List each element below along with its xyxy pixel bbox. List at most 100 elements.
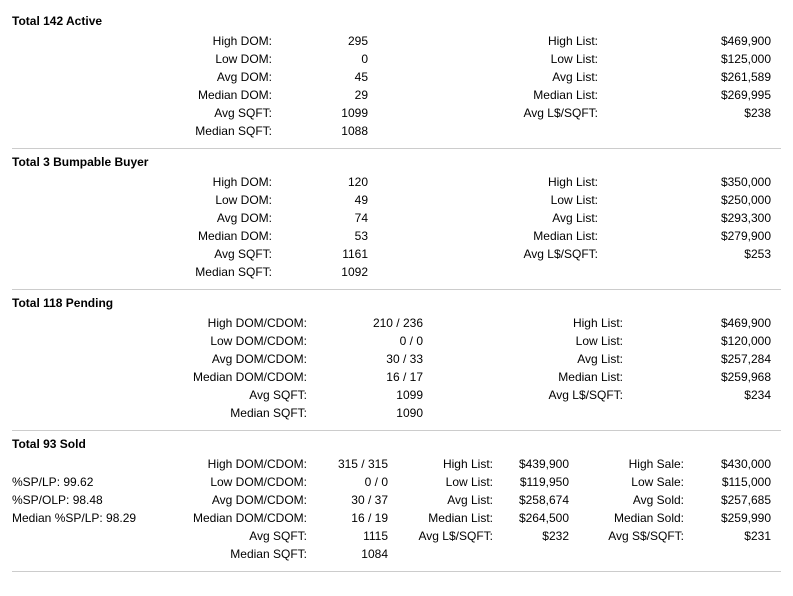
stat-label	[388, 545, 499, 563]
stat-label: Avg SQFT:	[137, 527, 313, 545]
stat-label: Avg SQFT:	[12, 104, 278, 122]
stat-row: Median SQFT: 1088	[12, 122, 781, 140]
stat-value: $253	[604, 245, 781, 263]
stat-value: 1090	[313, 404, 423, 422]
stat-value: 315 / 315	[313, 455, 388, 473]
stat-value: $234	[629, 386, 781, 404]
stat-value: $257,685	[690, 491, 781, 509]
stat-value: 30 / 37	[313, 491, 388, 509]
stat-label: Low List:	[388, 473, 499, 491]
stat-row: Median SQFT: 1092	[12, 263, 781, 281]
stat-label: Median Sold:	[569, 509, 690, 527]
stat-label: Avg L$/SQFT:	[473, 386, 629, 404]
stat-value: 1092	[278, 263, 368, 281]
stat-value: 295	[278, 32, 368, 50]
stat-value: 16 / 19	[313, 509, 388, 527]
stat-label: Avg List:	[473, 350, 629, 368]
stat-value: 1161	[278, 245, 368, 263]
stat-value: $250,000	[604, 191, 781, 209]
stat-value	[604, 122, 781, 140]
stat-value: 210 / 236	[313, 314, 423, 332]
stat-label: Low List:	[448, 191, 604, 209]
stat-row: High DOM/CDOM: 210 / 236 High List: $469…	[12, 314, 781, 332]
stat-label: Median DOM/CDOM:	[137, 509, 313, 527]
stat-row: Low DOM: 49 Low List: $250,000	[12, 191, 781, 209]
stat-label: Median DOM/CDOM:	[12, 368, 313, 386]
stat-label	[448, 263, 604, 281]
stat-value: 1115	[313, 527, 388, 545]
stat-label	[473, 404, 629, 422]
stat-label: Avg List:	[448, 209, 604, 227]
stat-label: Avg SQFT:	[12, 245, 278, 263]
stat-value: $293,300	[604, 209, 781, 227]
stat-value	[629, 404, 781, 422]
stat-value	[690, 545, 781, 563]
stat-label: High List:	[448, 32, 604, 50]
stat-label: Avg DOM:	[12, 68, 278, 86]
stat-label: Avg L$/SQFT:	[448, 245, 604, 263]
stat-value: $232	[499, 527, 569, 545]
stat-label: Low Sale:	[569, 473, 690, 491]
stat-row: Low DOM/CDOM: 0 / 0 Low List: $120,000	[12, 332, 781, 350]
section-title-pending: Total 118 Pending	[12, 296, 781, 310]
lead-stat	[12, 455, 137, 473]
stat-row: Avg SQFT: 1161 Avg L$/SQFT: $253	[12, 245, 781, 263]
stat-row: Avg DOM: 74 Avg List: $293,300	[12, 209, 781, 227]
section-bumpable: Total 3 Bumpable Buyer High DOM: 120 Hig…	[12, 149, 781, 290]
stat-value: $125,000	[604, 50, 781, 68]
stat-row: Median SQFT: 1090	[12, 404, 781, 422]
stat-value: 1099	[278, 104, 368, 122]
stat-label: High List:	[388, 455, 499, 473]
stat-value: $119,950	[499, 473, 569, 491]
stat-row: Median DOM: 29 Median List: $269,995	[12, 86, 781, 104]
stat-label: Median List:	[473, 368, 629, 386]
lead-stat	[12, 545, 137, 563]
stat-value: $115,000	[690, 473, 781, 491]
stat-label: Median DOM:	[12, 227, 278, 245]
stat-label: Low List:	[448, 50, 604, 68]
stat-row: %SP/LP: 99.62 Low DOM/CDOM: 0 / 0 Low Li…	[12, 473, 781, 491]
stat-label: Avg Sold:	[569, 491, 690, 509]
stat-label: High Sale:	[569, 455, 690, 473]
stat-label	[569, 545, 690, 563]
stat-label: High DOM/CDOM:	[12, 314, 313, 332]
stat-value: 0 / 0	[313, 473, 388, 491]
stat-row: High DOM: 295 High List: $469,900	[12, 32, 781, 50]
stat-value: 0	[278, 50, 368, 68]
stat-label: Low DOM/CDOM:	[137, 473, 313, 491]
stat-label: High DOM/CDOM:	[137, 455, 313, 473]
stat-value: $120,000	[629, 332, 781, 350]
stat-label: Low DOM:	[12, 191, 278, 209]
stat-value: $469,900	[629, 314, 781, 332]
section-title-bumpable: Total 3 Bumpable Buyer	[12, 155, 781, 169]
stat-label: Median SQFT:	[12, 263, 278, 281]
stat-value: $261,589	[604, 68, 781, 86]
stat-row: Avg SQFT: 1099 Avg L$/SQFT: $238	[12, 104, 781, 122]
stat-label: Avg List:	[388, 491, 499, 509]
stat-label: Median DOM:	[12, 86, 278, 104]
stat-label: Median List:	[448, 227, 604, 245]
stat-value: $257,284	[629, 350, 781, 368]
stat-value: 16 / 17	[313, 368, 423, 386]
stat-value: $259,990	[690, 509, 781, 527]
stat-row: Low DOM: 0 Low List: $125,000	[12, 50, 781, 68]
stat-label: Avg L$/SQFT:	[448, 104, 604, 122]
lead-stat: Median %SP/LP: 98.29	[12, 509, 137, 527]
stat-value: 49	[278, 191, 368, 209]
section-active: Total 142 Active High DOM: 295 High List…	[12, 8, 781, 149]
stat-value	[499, 545, 569, 563]
stat-value: $269,995	[604, 86, 781, 104]
stat-label: Median SQFT:	[12, 122, 278, 140]
stat-value: $430,000	[690, 455, 781, 473]
stat-value: 1099	[313, 386, 423, 404]
stat-label: Low DOM/CDOM:	[12, 332, 313, 350]
stat-value: 1084	[313, 545, 388, 563]
stat-row: High DOM/CDOM: 315 / 315 High List: $439…	[12, 455, 781, 473]
stat-label: Median List:	[388, 509, 499, 527]
stat-label: High List:	[473, 314, 629, 332]
stat-label: Avg List:	[448, 68, 604, 86]
stat-label: Avg DOM:	[12, 209, 278, 227]
stat-row: Median SQFT: 1084	[12, 545, 781, 563]
stat-row: Avg DOM/CDOM: 30 / 33 Avg List: $257,284	[12, 350, 781, 368]
lead-stat	[12, 527, 137, 545]
